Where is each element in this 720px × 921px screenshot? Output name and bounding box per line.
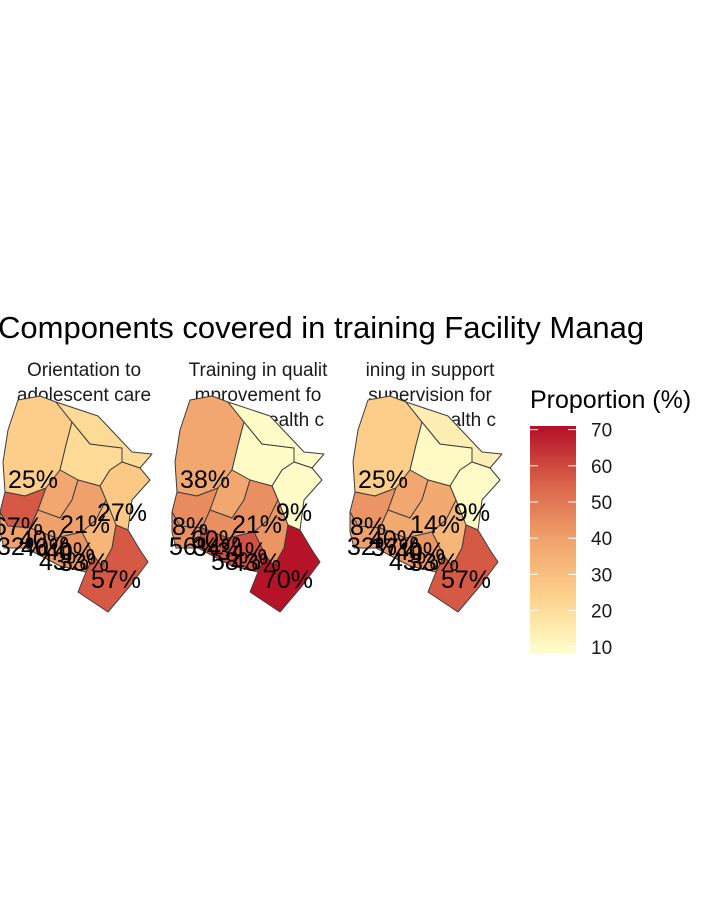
legend-tick-label: 30 — [591, 565, 612, 586]
percent-label: 25% — [8, 466, 58, 494]
percent-label: 40% — [369, 526, 419, 554]
percent-label: 40% — [19, 526, 69, 554]
panel-title-line: Training in qualit — [189, 360, 328, 381]
legend-tick-label: 10 — [591, 638, 612, 659]
region-coast — [77, 524, 149, 613]
percent-label: 9% — [276, 499, 312, 527]
percent-label: 57% — [441, 566, 491, 594]
percent-label: 70% — [263, 566, 313, 594]
legend-tick-label: 60 — [591, 457, 612, 478]
percent-label: 8% — [172, 513, 208, 541]
percent-label: 37% — [371, 534, 421, 562]
legend-tick-label: 20 — [591, 602, 612, 623]
percent-label: 38% — [180, 466, 230, 494]
percent-label: 40% — [395, 538, 445, 566]
region-northeast — [227, 401, 325, 469]
percent-label: 21% — [60, 511, 110, 539]
percent-label: 34% — [217, 538, 267, 566]
percent-label: 21% — [232, 511, 282, 539]
percent-label: 60% — [191, 526, 241, 554]
percent-label: 43% — [389, 548, 439, 576]
percent-label: 34% — [193, 534, 243, 562]
kenya-map: 25%14%9% 57% 8%32%37%40%43%33%40% — [347, 395, 503, 613]
percent-label: 33% — [409, 549, 459, 577]
legend-title: Proportion (%) — [530, 386, 691, 414]
kenya-map: 25%21%27% 57% 67%32%40%40%43%33%40% — [0, 395, 153, 613]
legend-tick-label: 50 — [591, 493, 612, 514]
legend: Proportion (%) 70 60 50 40 30 20 10 — [530, 386, 691, 659]
percent-label: 14% — [410, 511, 460, 539]
percent-label: 67% — [0, 513, 43, 541]
percent-label: 43% — [231, 549, 281, 577]
percent-label: 8% — [350, 513, 386, 541]
panel-title-line: ining in support — [366, 360, 496, 381]
percent-label: 32% — [0, 533, 47, 561]
percent-label: 40% — [21, 534, 71, 562]
legend-tick-label: 40 — [591, 529, 612, 550]
legend-colorbar — [530, 426, 576, 654]
kenya-map: 38%21%9% 70% 8%56%34%34%58%43%60% — [169, 395, 325, 613]
percent-label: 40% — [45, 538, 95, 566]
percent-label: 56% — [169, 533, 219, 561]
panel-title-line: Orientation to — [27, 360, 141, 381]
region-northeast — [405, 401, 503, 469]
percent-label: 9% — [454, 499, 490, 527]
percent-label: 25% — [358, 466, 408, 494]
legend-tick-label: 70 — [591, 421, 612, 442]
panel-title-line: mprovement fo — [195, 385, 322, 406]
figure-title: Components covered in training Facility … — [0, 310, 644, 345]
percent-label: 33% — [59, 549, 109, 577]
region-northeast — [55, 401, 153, 469]
legend-ticks: 70 60 50 40 30 20 10 — [530, 421, 612, 659]
percent-label: 57% — [91, 566, 141, 594]
percent-label: 32% — [347, 533, 397, 561]
percent-label: 27% — [97, 499, 147, 527]
percent-label: 58% — [211, 548, 261, 576]
region-coast — [249, 524, 321, 613]
region-coast — [427, 524, 499, 613]
percent-label: 43% — [39, 548, 89, 576]
